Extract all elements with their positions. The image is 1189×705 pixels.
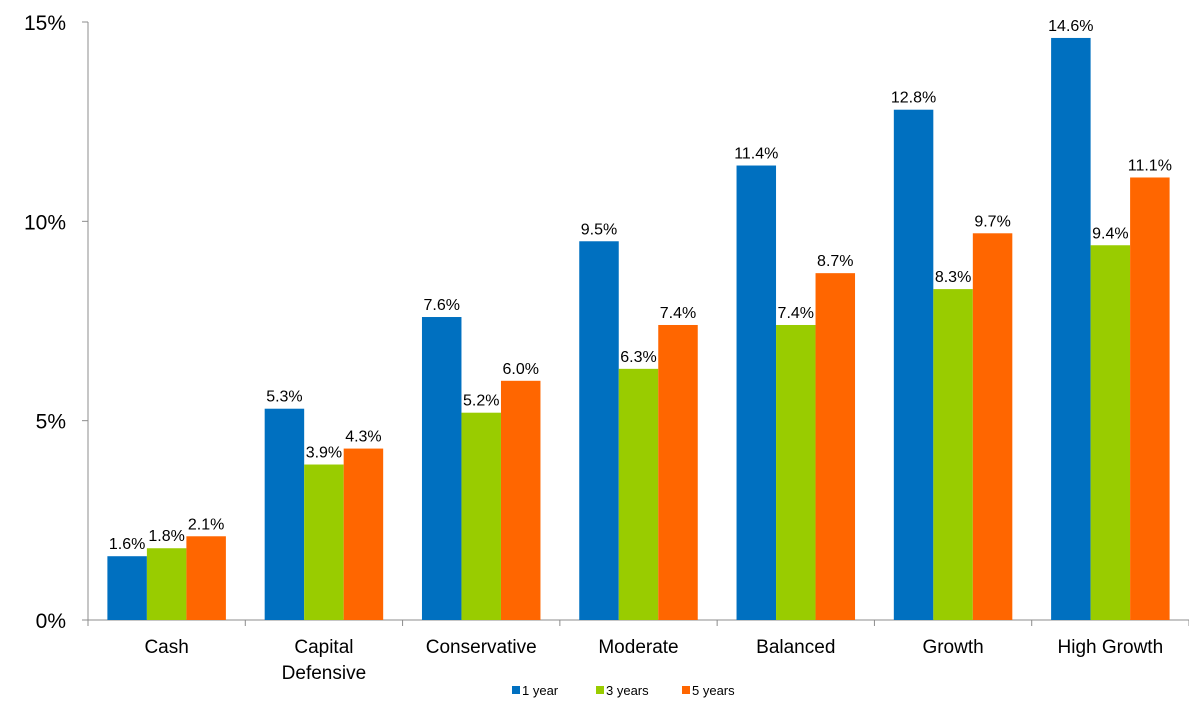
bar <box>579 241 619 620</box>
y-axis: 0% 5% 10% 15% <box>24 12 89 633</box>
data-label: 2.1% <box>188 516 224 533</box>
category-label: High Growth <box>1058 637 1164 658</box>
legend-swatch <box>512 686 520 694</box>
category-label: Balanced <box>756 637 835 658</box>
data-label: 5.2% <box>463 393 499 410</box>
bars-layer <box>107 37 1170 621</box>
data-label: 4.3% <box>345 429 381 446</box>
x-axis: Cash Capital Defensive Conservative Moderate… <box>87 619 1189 684</box>
bar <box>1090 245 1131 620</box>
y-tick-label: 15% <box>24 12 66 35</box>
data-label: 11.4% <box>734 146 778 163</box>
data-label: 8.7% <box>817 253 853 270</box>
bar <box>146 548 187 620</box>
data-labels-layer: 1.6% 1.8%2.1% 5.3% 3.9%4.3% 7.6% 5.2%6.0% 9.5%… <box>109 18 1172 553</box>
data-label: 7.4% <box>778 305 814 322</box>
bar <box>343 448 384 620</box>
bar <box>658 324 698 620</box>
legend-label: 1 year <box>522 683 559 698</box>
bar <box>304 464 344 620</box>
data-label: 7.6% <box>423 297 459 314</box>
bar <box>972 233 1013 620</box>
bar <box>264 408 305 620</box>
bar <box>500 380 541 620</box>
bar <box>461 412 501 620</box>
bar <box>107 556 147 620</box>
legend: 1 year 3 years 5 years <box>512 683 735 698</box>
category-label: Conservative <box>426 637 537 658</box>
bar <box>736 165 777 620</box>
data-label: 7.4% <box>660 305 696 322</box>
legend-label: 3 years <box>606 683 649 698</box>
bar <box>776 324 816 620</box>
data-label: 1.8% <box>148 528 184 545</box>
bar <box>933 289 973 620</box>
category-label: Cash <box>144 637 188 658</box>
data-label: 8.3% <box>935 269 971 286</box>
bar <box>618 368 659 620</box>
data-label: 5.3% <box>266 389 302 406</box>
y-tick-label: 5% <box>36 411 66 434</box>
data-label: 14.6% <box>1048 18 1093 35</box>
y-tick-label: 0% <box>36 610 66 633</box>
bar <box>815 273 856 620</box>
bar <box>186 536 226 620</box>
legend-swatch <box>682 686 690 694</box>
data-label: 11.1% <box>1128 157 1172 174</box>
legend-label: 5 years <box>692 683 735 698</box>
data-label: 9.5% <box>581 221 617 238</box>
data-label: 6.0% <box>502 361 538 378</box>
bar <box>1130 177 1170 621</box>
category-label: Moderate <box>598 637 678 658</box>
data-label: 3.9% <box>306 445 342 462</box>
data-label: 9.7% <box>974 213 1010 230</box>
bar <box>893 109 934 620</box>
bar <box>421 317 462 620</box>
data-label: 12.8% <box>891 90 936 107</box>
category-label: Growth <box>922 637 983 658</box>
category-label: Capital <box>294 637 353 658</box>
data-label: 1.6% <box>109 536 145 553</box>
data-label: 6.3% <box>620 349 656 366</box>
bar <box>1051 37 1091 621</box>
category-label: Defensive <box>282 663 367 684</box>
data-label: 9.4% <box>1092 225 1128 242</box>
y-tick-label: 10% <box>24 211 66 234</box>
legend-swatch <box>596 686 604 694</box>
